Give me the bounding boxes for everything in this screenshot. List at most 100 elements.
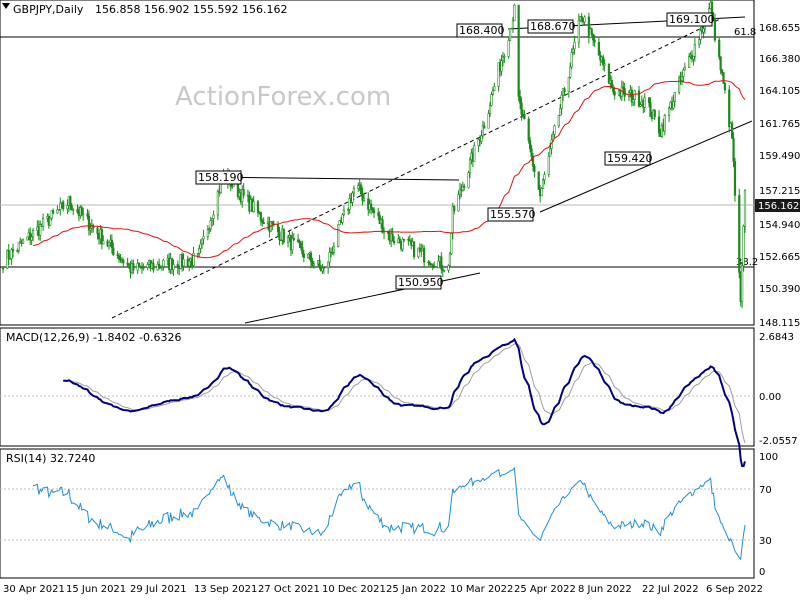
candle-body	[292, 237, 295, 241]
price-tick: 168.655	[759, 23, 800, 34]
candle-body	[713, 18, 717, 41]
candle-body	[723, 83, 727, 91]
candle-body	[507, 39, 510, 57]
candle-body	[517, 4, 520, 97]
macd-tick: 2.6843	[759, 332, 794, 343]
candle-body	[206, 229, 209, 237]
fib-label-61: 61.8	[734, 27, 756, 38]
candle-body	[560, 94, 563, 109]
x-tick-label: 25 Jan 2022	[386, 584, 446, 595]
candle-body	[212, 214, 215, 219]
candle-body	[102, 240, 105, 245]
candle-body	[520, 102, 523, 115]
candle-body	[490, 94, 493, 106]
candle-body	[72, 209, 75, 211]
candle-body	[453, 206, 456, 212]
candle-body	[82, 213, 85, 216]
annotation-label: 158.190	[198, 171, 244, 184]
candle-body	[590, 28, 593, 35]
annotation-label: 150.950	[398, 276, 444, 289]
candle-body	[688, 56, 691, 68]
candle-body	[112, 247, 115, 255]
candle-body	[407, 239, 410, 241]
candle-body	[463, 185, 466, 188]
ohlc-values: 156.858 156.902 155.592 156.162	[95, 3, 287, 16]
candle-body	[401, 239, 404, 250]
candle-body	[633, 90, 636, 100]
candle-body	[69, 196, 72, 207]
candle-body	[510, 28, 513, 30]
candles-group	[1, 0, 747, 309]
candle-body	[192, 253, 195, 266]
candle-body	[126, 262, 129, 265]
price-tick: 148.115	[759, 318, 800, 329]
candle-body	[493, 86, 496, 91]
candle-body	[296, 239, 300, 242]
rsi-title: RSI(14) 32.7240	[6, 452, 95, 465]
candle-body	[731, 122, 734, 139]
candle-body	[693, 43, 696, 57]
candle-body	[332, 246, 335, 253]
candle-body	[543, 174, 546, 181]
candle-body	[196, 253, 199, 255]
candle-body	[259, 212, 262, 221]
candle-body	[741, 265, 744, 302]
candle-body	[597, 41, 600, 56]
candle-body	[110, 239, 113, 249]
candle-body	[527, 118, 530, 141]
candle-body	[461, 185, 464, 191]
candle-body	[448, 253, 452, 266]
candle-body	[347, 208, 350, 211]
candle-body	[87, 215, 91, 231]
candle-body	[62, 201, 65, 210]
candle-body	[282, 228, 285, 243]
annotation-label: 155.570	[490, 208, 536, 221]
candle-body	[307, 253, 310, 259]
candle-body	[26, 236, 29, 241]
candle-body	[537, 171, 540, 190]
annotation-159420: 159.420	[604, 151, 653, 166]
candle-body	[57, 209, 60, 211]
x-axis: 30 Apr 2021 15 Jun 2021 29 Jul 2021 13 S…	[3, 584, 763, 595]
annotation-label: 169.100	[669, 13, 715, 26]
candle-body	[447, 265, 450, 271]
candle-body	[352, 187, 356, 194]
candle-body	[733, 161, 737, 196]
candle-body	[732, 138, 735, 162]
candle-body	[357, 185, 360, 189]
annotation-label: 159.420	[607, 152, 653, 165]
candle-body	[413, 241, 416, 258]
candle-body	[160, 266, 164, 268]
candle-body	[497, 62, 500, 87]
candle-body	[7, 250, 10, 259]
price-tick: 152.665	[759, 252, 800, 263]
candle-body	[487, 113, 490, 129]
x-tick-label: 30 Apr 2021	[3, 584, 65, 595]
candle-body	[557, 115, 560, 127]
candle-body	[467, 172, 470, 188]
rsi-tick: 30	[759, 536, 772, 547]
rsi-line	[32, 466, 746, 561]
candle-body	[643, 97, 646, 108]
candle-body	[630, 89, 633, 103]
candle-body	[311, 261, 314, 266]
candle-body	[477, 139, 480, 146]
current-price-box: 156.162	[755, 199, 800, 212]
candle-body	[457, 194, 460, 212]
candle-body	[531, 156, 535, 167]
candle-body	[208, 228, 211, 231]
candle-body	[541, 179, 545, 189]
annotation-label: 168.670	[530, 20, 576, 33]
candle-body	[540, 188, 543, 197]
candle-body	[341, 214, 344, 223]
candle-body	[742, 225, 745, 267]
candle-body	[360, 184, 363, 195]
candle-body	[140, 265, 144, 269]
candle-body	[443, 270, 446, 272]
candle-body	[437, 260, 440, 269]
candle-body	[508, 28, 512, 41]
candle-body	[30, 236, 33, 241]
candle-body	[80, 207, 83, 216]
candle-body	[387, 230, 390, 235]
